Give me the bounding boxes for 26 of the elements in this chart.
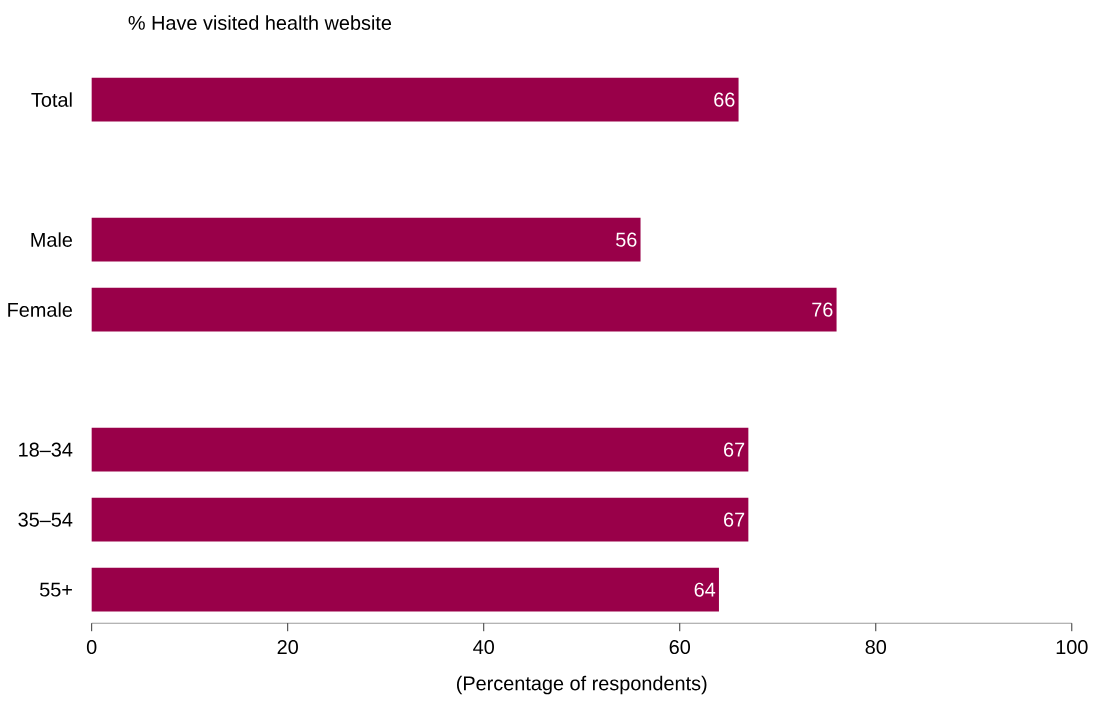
- x-axis-title: (Percentage of respondents): [456, 675, 707, 695]
- chart-title: % Have visited health website: [128, 15, 392, 31]
- x-tick-label: 80: [865, 640, 887, 655]
- x-tick-label: 40: [473, 640, 494, 655]
- x-tick-label: 20: [277, 640, 298, 655]
- data-label: 76: [812, 302, 833, 317]
- bar: [91, 567, 719, 612]
- x-tick-label: 100: [1056, 640, 1088, 655]
- y-tick-label: Male: [31, 232, 73, 248]
- bar: [91, 497, 749, 542]
- x-tick-label: 0: [86, 640, 97, 655]
- bar: [91, 427, 749, 472]
- data-label: 67: [724, 512, 745, 527]
- data-label: 56: [616, 232, 637, 247]
- x-tick-label: 60: [669, 640, 691, 655]
- bar: [91, 287, 837, 332]
- bar: [91, 217, 641, 262]
- data-label: 67: [724, 442, 745, 457]
- data-label: 64: [694, 582, 716, 597]
- y-tick-label: Total: [31, 92, 72, 108]
- y-tick-label: 55+: [39, 582, 72, 597]
- bar: [91, 77, 739, 122]
- y-tick-label: 35–54: [18, 512, 73, 527]
- y-tick-label: Female: [8, 302, 73, 318]
- y-tick-label: 18–34: [19, 442, 73, 457]
- data-label: 66: [714, 92, 735, 107]
